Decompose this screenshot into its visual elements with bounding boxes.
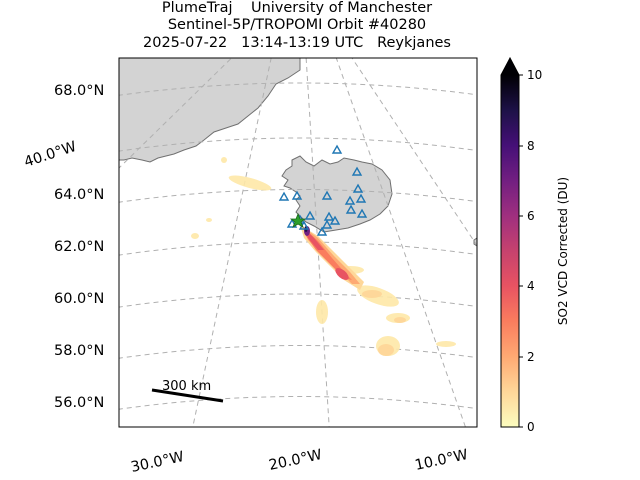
station-triangle (344, 195, 356, 205)
station-markers (278, 144, 368, 236)
station-triangle (323, 211, 335, 221)
station-triangle (329, 215, 341, 225)
station-triangle (321, 219, 333, 229)
station-triangle (356, 208, 368, 218)
station-triangle (355, 193, 367, 203)
lon-label-40W: 40.0°W (22, 139, 78, 171)
title-line-2: Sentinel-5P/TROPOMI Orbit #40280 (167, 17, 427, 33)
scale-bar-label: 300 km (162, 379, 211, 394)
title-line-3: 2025-07-22 13:14-13:19 UTC Reykjanes (143, 35, 451, 51)
title-line-1: PlumeTraj University of Manchester (161, 0, 433, 16)
station-triangle (316, 226, 328, 236)
colorbar: 0 2 4 6 8 10 SO2 VCD Corrected (DU) (500, 56, 570, 434)
so2-plume (191, 157, 456, 356)
colorbar-tick-10: 10 (527, 68, 542, 82)
station-triangle (351, 166, 363, 176)
lat-label-56N: 56.0°N (54, 395, 104, 411)
station-triangle (321, 190, 333, 200)
lon-label-20W: 20.0°W (268, 447, 324, 474)
volcano-vent-marker (289, 212, 307, 228)
lon-label-30W: 30.0°W (130, 449, 186, 476)
station-triangle (304, 210, 316, 220)
station-triangle (278, 191, 290, 201)
lat-gridlines (119, 82, 477, 410)
map-area: 300 km (119, 58, 477, 427)
colorbar-tick-4: 4 (527, 279, 535, 293)
colorbar-tick-8: 8 (527, 139, 535, 153)
station-triangle (291, 190, 303, 200)
lat-label-62N: 62.0°N (54, 239, 104, 255)
map-frame (118, 57, 478, 428)
colorbar-label: SO2 VCD Corrected (DU) (556, 177, 570, 325)
scale-bar (151, 388, 224, 403)
colorbar-tick-6: 6 (527, 209, 535, 223)
lon-label-10W: 10.0°W (414, 447, 470, 474)
lat-label-60N: 60.0°N (54, 291, 104, 307)
colorbar-tick-2: 2 (527, 350, 535, 364)
colorbar-tick-0: 0 (527, 420, 535, 434)
station-triangle (345, 204, 357, 214)
lat-label-58N: 58.0°N (54, 343, 104, 359)
station-triangle (331, 144, 343, 154)
lat-label-64N: 64.0°N (54, 187, 104, 203)
station-triangle (352, 183, 364, 193)
colorbar-gradient (501, 75, 519, 427)
colorbar-extend-arrow (501, 58, 519, 75)
lat-label-68N: 68.0°N (54, 83, 104, 99)
